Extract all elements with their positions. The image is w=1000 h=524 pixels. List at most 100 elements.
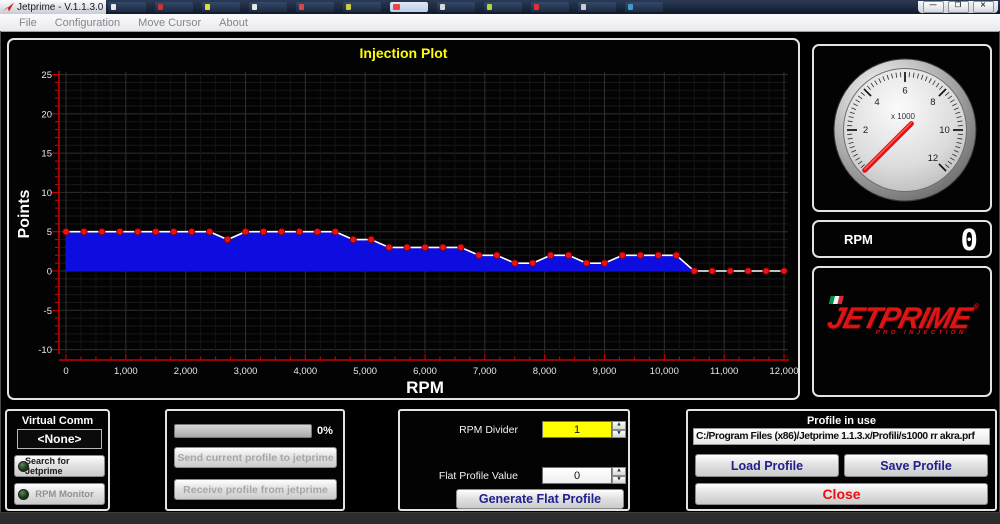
flat-profile-panel: RPM Divider ▲▼ Flat Profile Value ▲▼ Gen… — [398, 409, 630, 511]
data-point[interactable] — [512, 260, 518, 266]
data-point[interactable] — [99, 229, 105, 235]
rpm-divider-spinner[interactable]: ▲▼ — [612, 421, 626, 438]
rpm-monitor-button[interactable]: RPM Monitor — [14, 483, 105, 505]
data-point[interactable] — [673, 252, 679, 258]
data-point[interactable] — [440, 244, 446, 250]
taskbar-app-button[interactable] — [202, 2, 240, 12]
data-point[interactable] — [476, 252, 482, 258]
search-for-jetprime-button[interactable]: Search for Jetprime — [14, 455, 105, 477]
monitor-led-icon — [18, 489, 29, 500]
data-point[interactable] — [583, 260, 589, 266]
menu-move-cursor[interactable]: Move Cursor — [129, 17, 210, 29]
svg-text:20: 20 — [41, 109, 52, 120]
data-point[interactable] — [368, 236, 374, 242]
data-point[interactable] — [63, 229, 69, 235]
taskbar-app-button[interactable] — [625, 2, 663, 12]
data-point[interactable] — [601, 260, 607, 266]
data-point[interactable] — [296, 229, 302, 235]
data-point[interactable] — [224, 236, 230, 242]
data-point[interactable] — [547, 252, 553, 258]
taskbar-app-button[interactable] — [578, 2, 616, 12]
window-title: Jetprime - V.1.1.3.0 — [17, 2, 103, 13]
menu-file[interactable]: File — [10, 17, 46, 29]
svg-text:-5: -5 — [44, 306, 52, 317]
data-point[interactable] — [386, 244, 392, 250]
data-point[interactable] — [709, 268, 715, 274]
svg-text:10,000: 10,000 — [650, 366, 679, 377]
data-point[interactable] — [727, 268, 733, 274]
menu-about[interactable]: About — [210, 17, 257, 29]
save-profile-button[interactable]: Save Profile — [844, 454, 988, 477]
taskbar-app-button[interactable] — [484, 2, 522, 12]
taskbar-app-button[interactable] — [108, 2, 146, 12]
generate-button-label: Generate Flat Profile — [479, 492, 601, 506]
generate-flat-profile-button[interactable]: Generate Flat Profile — [456, 489, 624, 509]
data-point[interactable] — [332, 229, 338, 235]
receive-profile-button[interactable]: Receive profile from jetprime — [174, 479, 337, 500]
save-button-label: Save Profile — [880, 459, 952, 473]
data-point[interactable] — [781, 268, 787, 274]
send-button-label: Send current profile to jetprime — [177, 452, 333, 464]
flat-profile-value-input[interactable] — [542, 467, 612, 484]
menu-bar: File Configuration Move Cursor About — [0, 14, 1000, 32]
receive-button-label: Receive profile from jetprime — [183, 484, 328, 496]
taskbar-app-button[interactable] — [343, 2, 381, 12]
svg-text:1,000: 1,000 — [114, 366, 138, 377]
data-point[interactable] — [530, 260, 536, 266]
taskbar — [108, 1, 916, 13]
profile-path-field[interactable]: C:/Program Files (x86)/Jetprime 1.1.3.x/… — [693, 428, 990, 445]
data-point[interactable] — [242, 229, 248, 235]
taskbar-app-button[interactable] — [296, 2, 334, 12]
data-point[interactable] — [637, 252, 643, 258]
data-point[interactable] — [763, 268, 769, 274]
svg-text:5: 5 — [47, 227, 52, 238]
data-point[interactable] — [619, 252, 625, 258]
load-profile-button[interactable]: Load Profile — [695, 454, 839, 477]
data-point[interactable] — [691, 268, 697, 274]
data-point[interactable] — [153, 229, 159, 235]
menu-configuration[interactable]: Configuration — [46, 17, 129, 29]
minimize-button[interactable]: — — [923, 1, 944, 13]
data-point[interactable] — [117, 229, 123, 235]
taskbar-app-button[interactable] — [437, 2, 475, 12]
data-point[interactable] — [314, 229, 320, 235]
send-profile-button[interactable]: Send current profile to jetprime — [174, 447, 337, 468]
data-point[interactable] — [188, 229, 194, 235]
data-point[interactable] — [171, 229, 177, 235]
data-point[interactable] — [458, 244, 464, 250]
data-point[interactable] — [494, 252, 500, 258]
taskbar-app-button[interactable] — [155, 2, 193, 12]
profile-in-use-panel: Profile in use C:/Program Files (x86)/Je… — [686, 409, 997, 511]
data-point[interactable] — [260, 229, 266, 235]
restore-button[interactable]: ❐ — [948, 1, 969, 13]
taskbar-app-button[interactable] — [390, 2, 428, 12]
flat-profile-value-label: Flat Profile Value — [408, 470, 518, 482]
data-point[interactable] — [278, 229, 284, 235]
svg-text:2,000: 2,000 — [174, 366, 198, 377]
data-point[interactable] — [404, 244, 410, 250]
close-window-button[interactable]: ✕ — [973, 1, 994, 13]
data-point[interactable] — [655, 252, 661, 258]
data-point[interactable] — [81, 229, 87, 235]
flat-profile-value-spinner[interactable]: ▲▼ — [612, 467, 626, 484]
rpm-divider-input[interactable] — [542, 421, 612, 438]
transfer-progress-bar — [174, 424, 312, 438]
virtual-comm-panel: Virtual Comm <None> Search for Jetprime … — [5, 409, 110, 511]
data-point[interactable] — [565, 252, 571, 258]
svg-text:4,000: 4,000 — [293, 366, 317, 377]
data-point[interactable] — [350, 236, 356, 242]
data-point[interactable] — [422, 244, 428, 250]
data-point[interactable] — [135, 229, 141, 235]
data-point[interactable] — [206, 229, 212, 235]
taskbar-app-button[interactable] — [531, 2, 569, 12]
grid — [59, 72, 788, 353]
data-point[interactable] — [745, 268, 751, 274]
comm-port-field[interactable]: <None> — [17, 429, 102, 449]
chart-title: Injection Plot — [9, 45, 798, 61]
taskbar-app-button[interactable] — [249, 2, 287, 12]
close-button[interactable]: Close — [695, 483, 988, 505]
svg-text:12,000: 12,000 — [769, 366, 798, 377]
close-button-label: Close — [822, 486, 860, 502]
